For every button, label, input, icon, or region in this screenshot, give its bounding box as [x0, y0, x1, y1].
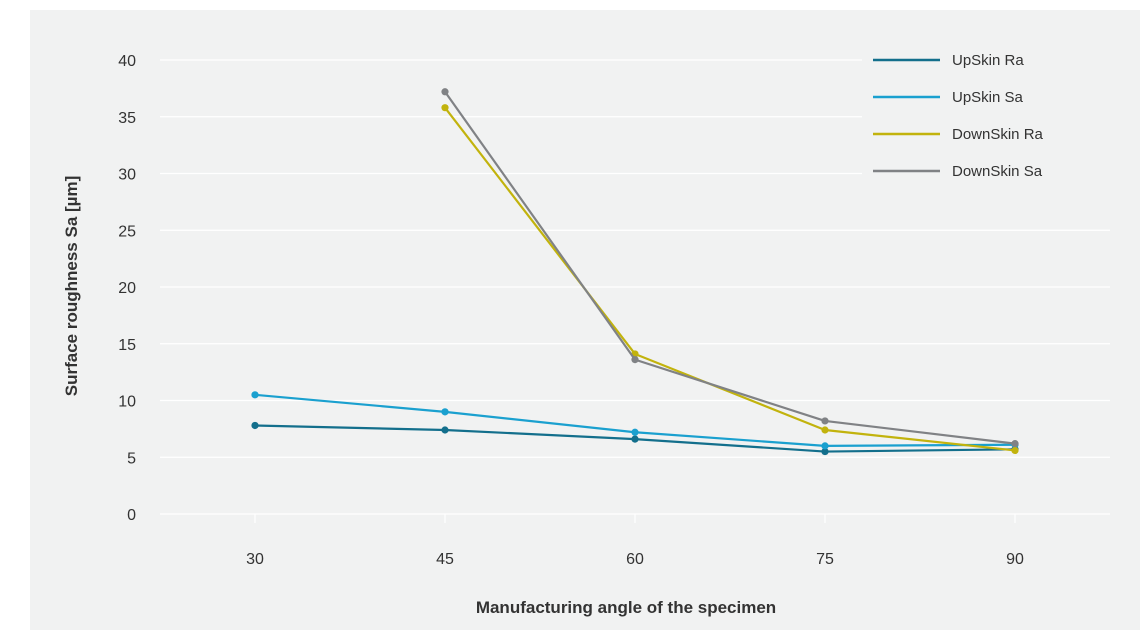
- series-downskin-sa: [441, 88, 1019, 448]
- legend-item: UpSkin Ra: [873, 52, 1024, 69]
- data-point: [441, 88, 449, 96]
- data-point: [821, 447, 829, 456]
- data-point: [441, 426, 449, 434]
- y-tick-label: 20: [118, 280, 136, 297]
- data-point: [1011, 446, 1019, 455]
- legend-item: UpSkin Sa: [873, 89, 1024, 106]
- x-tick-label: 90: [1006, 551, 1024, 568]
- y-tick-label: 35: [118, 110, 136, 127]
- legend-item: DownSkin Ra: [873, 126, 1044, 143]
- data-point: [1011, 440, 1019, 448]
- series-line: [444, 106, 1016, 452]
- y-axis-ticks: 0 5 10 15 20 25 30 35 40: [118, 53, 136, 524]
- y-tick-label: 25: [118, 223, 136, 240]
- series-lines: [251, 88, 1019, 456]
- x-axis-ticks: 30 45 60 75 90: [246, 514, 1024, 568]
- data-point: [441, 104, 449, 112]
- x-tick-label: 75: [816, 551, 834, 568]
- data-point: [631, 435, 639, 443]
- data-point: [441, 408, 449, 416]
- data-point: [821, 426, 829, 434]
- x-tick-label: 45: [436, 551, 454, 568]
- legend-label: UpSkin Sa: [952, 89, 1024, 106]
- data-point: [631, 356, 639, 364]
- legend-item: DownSkin Sa: [873, 163, 1043, 180]
- series-line: [444, 91, 1016, 445]
- data-point: [821, 442, 829, 450]
- series-upskin-sa: [251, 391, 1019, 450]
- legend-label: DownSkin Sa: [952, 163, 1043, 180]
- y-tick-label: 40: [118, 53, 136, 70]
- y-tick-label: 5: [127, 450, 136, 467]
- x-tick-label: 60: [626, 551, 644, 568]
- legend: UpSkin Ra UpSkin Sa DownSkin Ra DownSkin Sa: [873, 52, 1044, 180]
- data-point: [251, 421, 259, 430]
- y-tick-label: 0: [127, 507, 136, 524]
- legend-background: [862, 40, 1110, 202]
- legend-label: DownSkin Ra: [952, 126, 1044, 143]
- data-point: [821, 417, 829, 425]
- y-axis-title: Surface roughness Sa [µm]: [62, 176, 81, 396]
- y-tick-label: 10: [118, 394, 136, 411]
- y-tick-label: 30: [118, 167, 136, 184]
- data-point: [251, 391, 259, 399]
- legend-label: UpSkin Ra: [952, 52, 1024, 69]
- y-tick-label: 15: [118, 337, 136, 354]
- data-point: [631, 428, 639, 436]
- x-axis-title: Manufacturing angle of the specimen: [476, 598, 776, 617]
- x-tick-label: 30: [246, 551, 264, 568]
